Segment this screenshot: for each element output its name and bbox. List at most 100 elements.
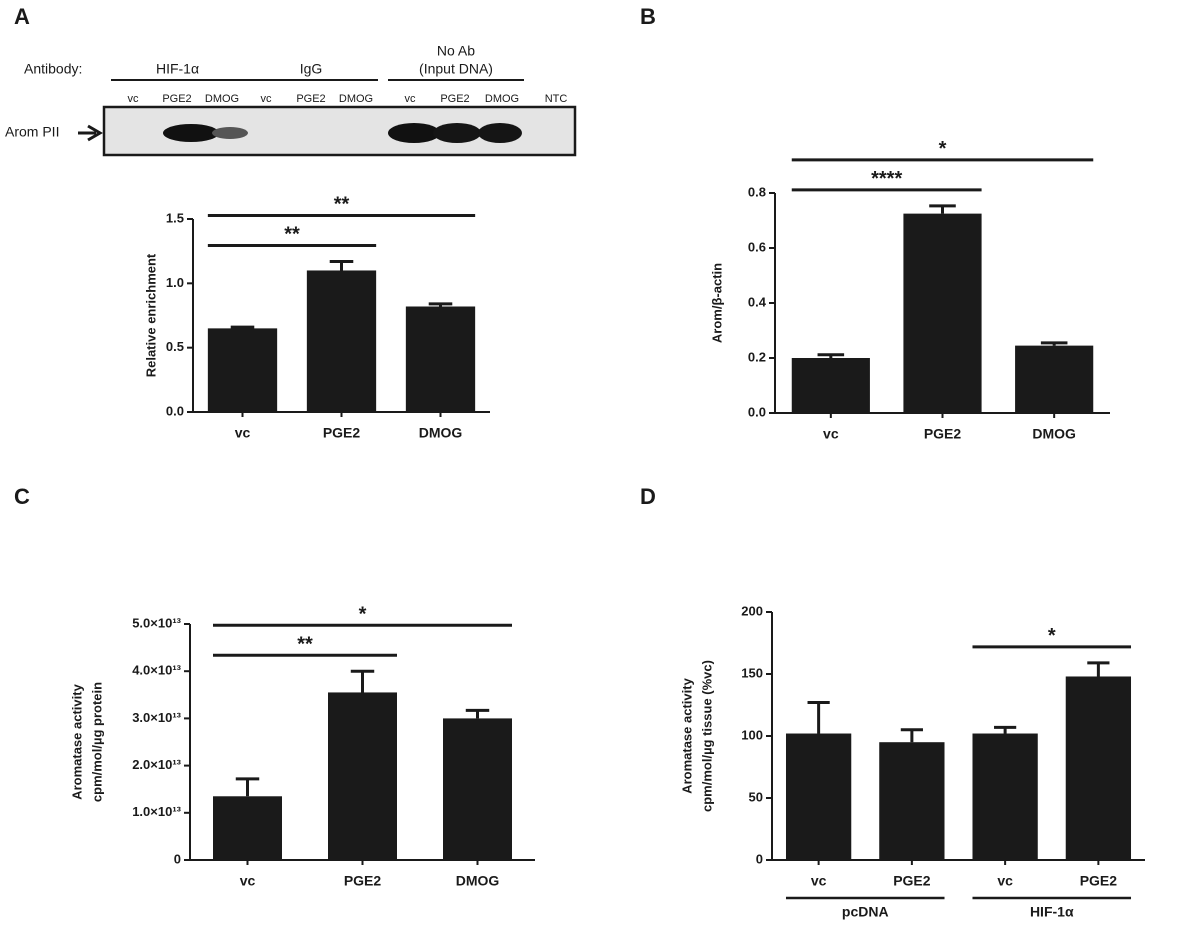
panel-label: D: [640, 484, 656, 509]
x-tick-label: vc: [240, 873, 256, 889]
y-tick-label: 150: [741, 665, 763, 680]
bar: [879, 742, 945, 860]
y-tick-label: 1.0×10¹³: [132, 804, 181, 819]
y-tick-label: 0.8: [748, 184, 766, 199]
lane-label: DMOG: [339, 93, 373, 105]
lane-label: NTC: [545, 93, 568, 105]
y-tick-label: 1.5: [166, 210, 184, 225]
lane-label: vc: [405, 93, 417, 105]
significance-label: *: [1048, 625, 1056, 647]
gel-band: [163, 124, 219, 142]
y-axis-label: Arom/β-actin: [709, 263, 724, 343]
error-bar: [428, 302, 453, 307]
lane-label: PGE2: [296, 93, 325, 105]
lane-label: DMOG: [485, 93, 519, 105]
y-tick-label: 2.0×10¹³: [132, 757, 181, 772]
group-label: HIF-1α: [156, 61, 199, 77]
bar: [785, 733, 852, 860]
x-tick-label: vc: [997, 873, 1013, 889]
significance-label: ****: [871, 168, 902, 190]
significance-label: **: [334, 194, 350, 216]
y-tick-label: 0.2: [748, 349, 766, 364]
bar: [791, 358, 870, 413]
y-tick-label: 3.0×10¹³: [132, 710, 181, 725]
y-tick-label: 5.0×10¹³: [132, 615, 181, 630]
x-tick-label: vc: [235, 425, 251, 441]
x-tick-label: PGE2: [893, 873, 931, 889]
lane-label: PGE2: [162, 93, 191, 105]
y-axis-label: Aromatase activity: [679, 677, 694, 793]
y-tick-label: 4.0×10¹³: [132, 663, 181, 678]
group-label: (Input DNA): [419, 61, 493, 77]
bar: [1065, 676, 1132, 860]
error-bar: [350, 669, 375, 693]
error-bar: [1087, 661, 1110, 677]
gel-image: [78, 105, 577, 157]
significance-label: **: [297, 633, 313, 655]
gel-band: [212, 127, 248, 139]
y-axis-label: Relative enrichment: [143, 253, 158, 377]
group-label: IgG: [300, 61, 323, 77]
error-bar: [465, 708, 490, 719]
y-tick-label: 0.4: [748, 294, 767, 309]
gel-band: [433, 123, 481, 143]
group-label: pcDNA: [842, 904, 889, 920]
error-bar: [807, 701, 830, 734]
y-tick-label: 0.5: [166, 339, 184, 354]
x-tick-label: PGE2: [323, 425, 361, 441]
x-tick-label: DMOG: [419, 425, 463, 441]
y-axis-label: cpm/mol/µg protein: [89, 682, 104, 802]
panel-label: B: [640, 4, 656, 29]
y-tick-label: 0.0: [748, 404, 766, 419]
panel-label: A: [14, 4, 30, 29]
x-tick-label: PGE2: [1080, 873, 1118, 889]
error-bar: [329, 259, 354, 271]
error-bar: [230, 325, 255, 329]
bar: [207, 328, 278, 412]
y-axis-label: cpm/mol/µg tissue (%vc): [699, 660, 714, 812]
lane-label: vc: [128, 93, 140, 105]
significance-label: **: [284, 224, 300, 246]
x-tick-label: vc: [811, 873, 827, 889]
y-tick-label: 0: [756, 851, 763, 866]
group-label: No Ab: [437, 43, 475, 59]
antibody-label: Antibody:: [24, 61, 82, 77]
x-tick-label: DMOG: [456, 873, 500, 889]
band-arrow: [78, 124, 103, 142]
error-bar: [235, 777, 260, 797]
bar: [903, 213, 982, 413]
panel-label: C: [14, 484, 30, 509]
lane-label: vc: [261, 93, 273, 105]
x-tick-label: DMOG: [1032, 426, 1076, 442]
error-bar: [1040, 341, 1068, 346]
bar: [328, 692, 397, 860]
group-label: HIF-1α: [1030, 904, 1074, 920]
significance-label: *: [359, 603, 367, 625]
y-tick-label: 50: [749, 789, 763, 804]
error-bar: [929, 204, 956, 214]
band-label: Arom PII: [5, 124, 59, 140]
bar: [306, 270, 377, 412]
x-tick-label: vc: [823, 426, 839, 442]
y-tick-label: 0: [174, 851, 181, 866]
y-tick-label: 0.0: [166, 403, 184, 418]
y-tick-label: 100: [741, 727, 763, 742]
y-tick-label: 0.6: [748, 239, 766, 254]
error-bar: [900, 728, 923, 743]
bar: [213, 796, 282, 860]
lane-label: PGE2: [440, 93, 469, 105]
bar: [972, 733, 1038, 860]
significance-label: *: [939, 138, 947, 160]
x-tick-label: PGE2: [924, 426, 962, 442]
lane-label: DMOG: [205, 93, 239, 105]
y-tick-label: 200: [741, 603, 763, 618]
gel-band: [478, 123, 522, 143]
bar: [1015, 345, 1094, 413]
y-axis-label: Aromatase activity: [69, 683, 84, 799]
bar: [443, 718, 512, 860]
y-tick-label: 1.0: [166, 275, 184, 290]
x-tick-label: PGE2: [344, 873, 382, 889]
error-bar: [994, 725, 1017, 734]
error-bar: [817, 353, 845, 358]
